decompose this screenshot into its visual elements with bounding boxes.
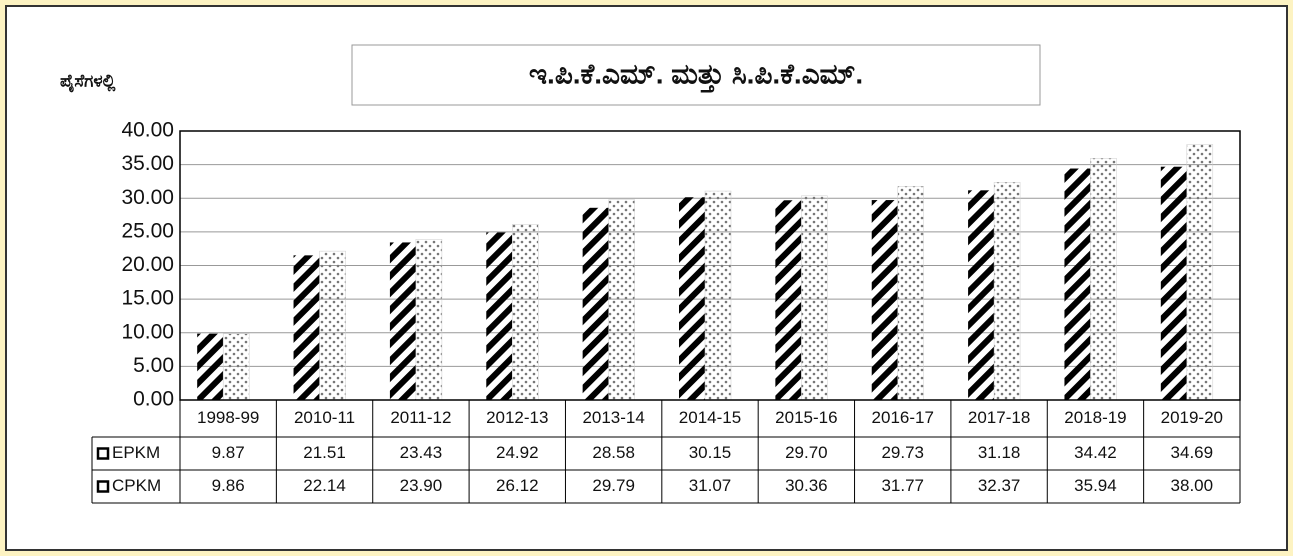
bar	[486, 232, 513, 400]
x-tick-label: 2017-18	[968, 408, 1030, 427]
bar	[582, 207, 609, 400]
data-label: 30.15	[689, 443, 732, 462]
data-label: 26.12	[496, 476, 539, 495]
data-label: 34.69	[1171, 443, 1214, 462]
bar	[704, 190, 732, 401]
data-label: 34.42	[1074, 443, 1117, 462]
y-tick-label: 40.00	[121, 119, 174, 142]
bar	[415, 239, 443, 401]
data-label: 9.86	[212, 476, 245, 495]
y-tick-label: 5.00	[133, 354, 174, 377]
data-label: 31.07	[689, 476, 732, 495]
legend-label: CPKM	[112, 476, 161, 495]
bar	[1160, 166, 1187, 400]
x-tick-label: 2014-15	[679, 408, 741, 427]
data-label: 21.51	[303, 443, 346, 462]
bar	[993, 182, 1021, 401]
y-tick-label: 30.00	[121, 186, 174, 209]
data-label: 28.58	[592, 443, 635, 462]
bar	[293, 255, 320, 400]
data-label: 22.14	[303, 476, 346, 495]
data-label: 29.73	[881, 443, 924, 462]
x-tick-label: 2011-12	[390, 408, 451, 427]
data-label: 30.36	[785, 476, 828, 495]
bar	[1064, 168, 1091, 400]
bar	[197, 333, 224, 400]
data-label: 35.94	[1074, 476, 1117, 495]
chart-title: ಇ.ಪಿ.ಕೆ.ಎಮ್. ಮತ್ತು ಸಿ.ಪಿ.ಕೆ.ಎಮ್.	[529, 58, 863, 92]
y-tick-label: 15.00	[121, 287, 174, 310]
y-tick-label: 10.00	[121, 320, 174, 343]
bar	[319, 250, 346, 401]
bar	[1186, 144, 1214, 401]
bar	[871, 200, 898, 400]
data-label: 31.18	[978, 443, 1021, 462]
y-tick-label: 35.00	[121, 152, 174, 175]
x-tick-label: 2019-20	[1161, 408, 1223, 427]
x-tick-label: 2010-11	[294, 408, 355, 427]
x-tick-label: 2018-19	[1064, 408, 1126, 427]
data-label: 24.92	[496, 443, 539, 462]
x-tick-label: 2012-13	[486, 408, 548, 427]
bar	[389, 242, 416, 400]
data-label: 23.43	[400, 443, 443, 462]
data-label: 31.77	[881, 476, 924, 495]
data-label: 32.37	[978, 476, 1021, 495]
bar	[222, 333, 250, 401]
legend-swatch	[96, 480, 110, 493]
data-label: 9.87	[212, 443, 245, 462]
bar	[775, 200, 802, 400]
data-label: 29.70	[785, 443, 828, 462]
y-tick-label: 20.00	[121, 253, 174, 276]
bar	[679, 197, 705, 400]
bar	[968, 190, 995, 400]
x-tick-label: 2015-16	[775, 408, 837, 427]
legend-label: EPKM	[112, 443, 160, 462]
bar	[897, 186, 924, 401]
legend-swatch	[96, 447, 110, 460]
y-tick-label: 0.00	[133, 388, 174, 411]
y-tick-label: 25.00	[121, 219, 174, 242]
title-box	[351, 44, 1041, 106]
x-tick-label: 2016-17	[872, 408, 934, 427]
x-tick-label: 1998-99	[197, 408, 259, 427]
bar	[801, 195, 828, 401]
bar	[512, 224, 539, 401]
data-label: 23.90	[400, 476, 443, 495]
data-label: 38.00	[1171, 476, 1214, 495]
y-axis-label: ಪೈಸೆಗಳಲ್ಲಿ	[60, 71, 116, 93]
bar	[1090, 158, 1117, 401]
bar	[608, 199, 635, 401]
x-tick-label: 2013-14	[582, 408, 644, 427]
data-label: 29.79	[592, 476, 635, 495]
